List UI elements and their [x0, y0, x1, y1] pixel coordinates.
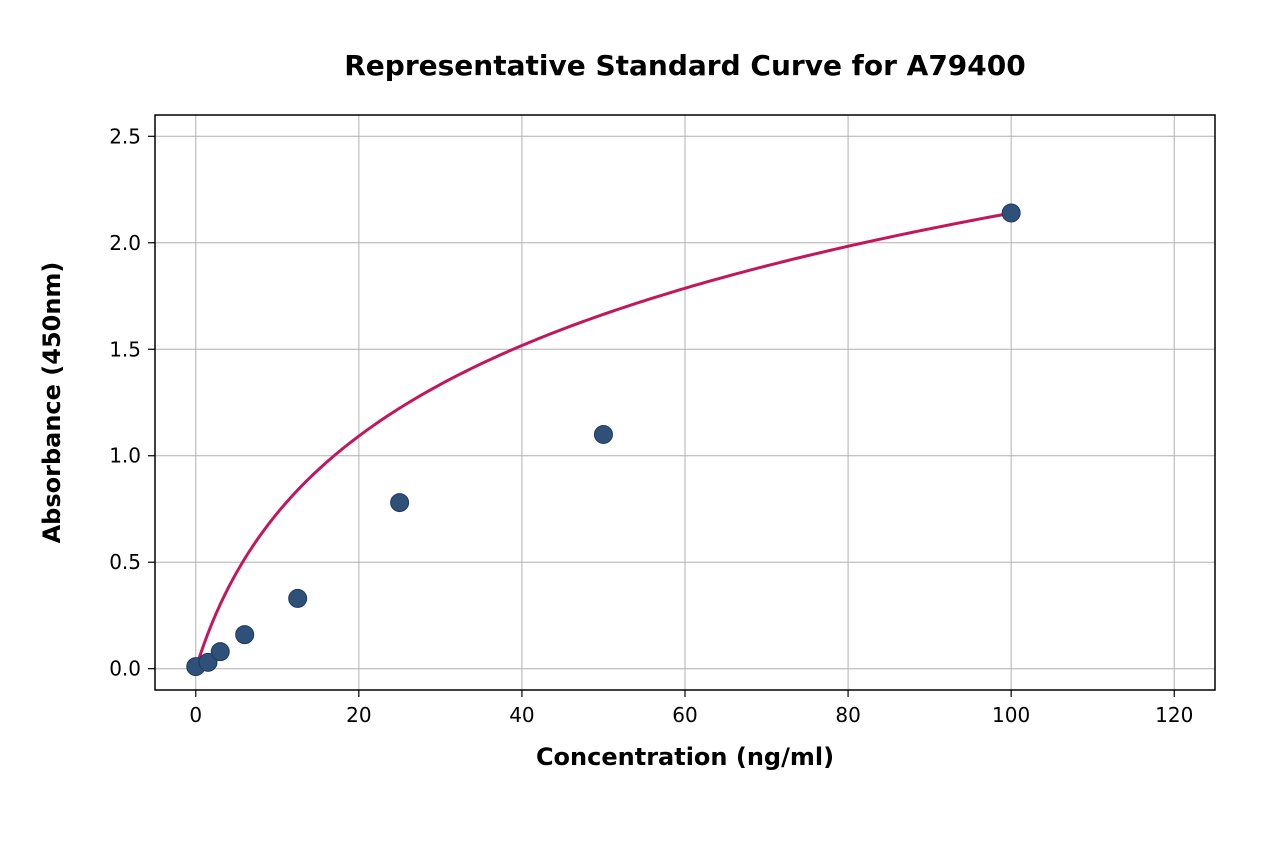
data-point: [1002, 204, 1020, 222]
data-point: [236, 626, 254, 644]
standard-curve-chart: 0 20 40 60 80 100 120 0.0 0.5 1.0 1.5 2.0 2.5 Concent…: [0, 0, 1280, 845]
y-tick-label: 1.0: [109, 444, 141, 468]
chart-title: Representative Standard Curve for A79400: [344, 49, 1026, 82]
x-tick-label: 40: [509, 703, 534, 727]
x-axis-label: Concentration (ng/ml): [536, 743, 834, 771]
x-tick-label: 0: [189, 703, 202, 727]
y-tick-label: 0.0: [109, 657, 141, 681]
data-point: [594, 425, 612, 443]
y-tick-label: 2.0: [109, 231, 141, 255]
x-tick-label: 20: [346, 703, 371, 727]
chart-container: 0 20 40 60 80 100 120 0.0 0.5 1.0 1.5 2.0 2.5 Concent…: [0, 0, 1280, 845]
x-tick-label: 60: [672, 703, 697, 727]
x-tick-label: 80: [835, 703, 860, 727]
data-point: [289, 589, 307, 607]
data-point: [211, 643, 229, 661]
y-tick-label: 1.5: [109, 337, 141, 361]
x-tick-label: 120: [1155, 703, 1193, 727]
y-axis-label: Absorbance (450nm): [38, 262, 66, 544]
x-tick-label: 100: [992, 703, 1030, 727]
y-tick-label: 2.5: [109, 124, 141, 148]
y-tick-label: 0.5: [109, 550, 141, 574]
data-point: [391, 494, 409, 512]
